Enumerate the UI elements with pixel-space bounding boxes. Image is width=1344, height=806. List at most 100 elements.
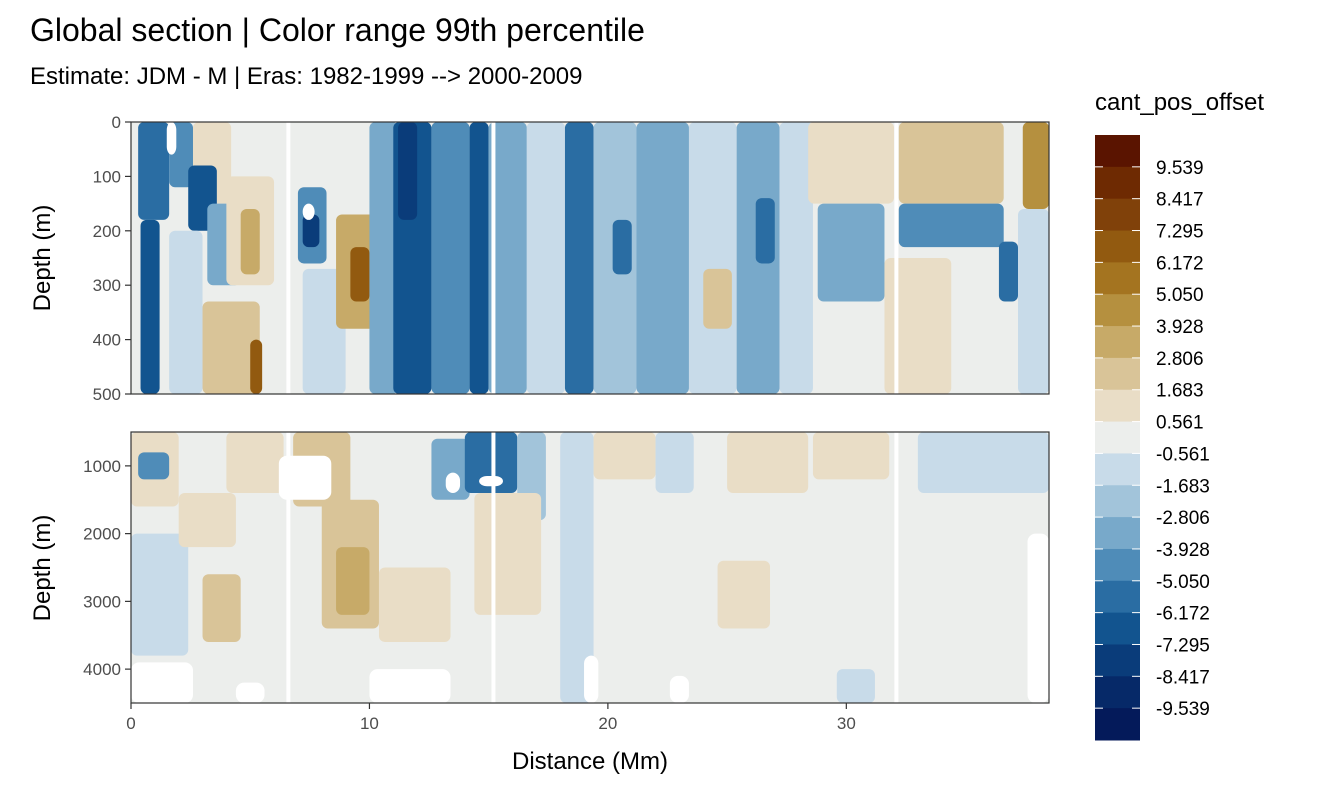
missing-data-area <box>669 675 689 703</box>
heatmap-cell <box>526 122 565 394</box>
y-tick-label: 3000 <box>83 592 121 611</box>
heatmap-cell <box>808 122 895 204</box>
missing-data-area <box>479 476 503 487</box>
legend-swatch <box>1095 453 1140 486</box>
heatmap-cell <box>131 533 189 656</box>
heatmap-cell <box>398 122 418 220</box>
legend-swatch <box>1095 612 1140 645</box>
missing-data-column <box>491 122 496 394</box>
legend-swatch <box>1095 198 1140 232</box>
heatmap-cell <box>884 258 952 394</box>
legend-swatch <box>1095 644 1140 677</box>
heatmap-cell <box>369 122 399 394</box>
legend-swatch <box>1095 294 1140 327</box>
heatmap-cell <box>293 122 337 188</box>
heatmap-cell <box>812 432 890 480</box>
heatmap-cell <box>836 669 875 703</box>
heatmap-cell <box>431 438 470 500</box>
legend-swatch <box>1095 230 1140 263</box>
legend-label: -6.172 <box>1156 604 1210 625</box>
legend-swatch <box>1095 548 1140 582</box>
heatmap-cell <box>1018 209 1049 394</box>
x-axis: 0 10 20 30 <box>126 703 856 733</box>
heatmap-cell <box>464 432 518 493</box>
heatmap-cell <box>655 432 694 493</box>
y-tick-label: 2000 <box>83 525 121 544</box>
legend-label: 9.539 <box>1156 158 1204 179</box>
x-axis-title: Distance (Mm) <box>512 748 668 775</box>
heatmap-cell <box>727 432 809 493</box>
missing-data-area <box>369 669 451 703</box>
y-tick-label: 300 <box>93 276 121 295</box>
x-tick-label: 0 <box>126 714 135 733</box>
missing-data-column <box>286 122 291 394</box>
missing-data-area <box>278 455 332 500</box>
legend-swatch <box>1095 357 1140 391</box>
heatmap-cell <box>250 339 263 394</box>
heatmap-cell <box>998 241 1019 302</box>
x-tick-label: 30 <box>837 714 856 733</box>
legend-swatch <box>1095 580 1140 614</box>
missing-data-area <box>166 122 177 155</box>
heatmap-cell <box>474 492 542 615</box>
chart-title: Global section | Color range 99th percen… <box>30 12 645 48</box>
heatmap-cell <box>898 203 1004 248</box>
missing-data-area <box>131 662 193 703</box>
legend-title: cant_pos_offset <box>1095 89 1264 116</box>
chart-subtitle: Estimate: JDM - M | Eras: 1982-1999 --> … <box>30 63 582 90</box>
legend-label: -9.539 <box>1156 699 1210 720</box>
heatmap-cell <box>226 432 284 493</box>
y-tick-label: 500 <box>93 385 121 404</box>
legend-label: -5.050 <box>1156 572 1210 593</box>
missing-data-column <box>491 432 496 703</box>
heatmap-cell <box>593 432 656 480</box>
heatmap-cell <box>703 268 732 329</box>
heatmap-cell <box>1022 122 1049 210</box>
heatmap-cell <box>755 198 775 264</box>
legend-label: -7.295 <box>1156 635 1210 656</box>
heatmap-cell <box>469 122 489 394</box>
panel-border <box>130 121 1050 395</box>
legend-swatch <box>1095 676 1140 709</box>
heatmap-cell <box>178 492 236 548</box>
panel-border <box>130 431 1050 704</box>
legend-swatch <box>1095 262 1140 295</box>
legend-swatch <box>1095 326 1140 359</box>
panel-upper: 0 100 200 300 400 500 <box>93 113 1050 404</box>
heatmap-cell <box>138 122 170 220</box>
heatmap-cell <box>488 122 527 394</box>
legend: cant_pos_offset 9.539 8.417 7.295 6.172 5.05… <box>1095 89 1264 741</box>
heatmap-cell <box>202 301 260 394</box>
heatmap-cell <box>898 122 1004 204</box>
panel-lower: 1000 2000 3000 4000 <box>83 431 1050 704</box>
legend-swatch <box>1095 421 1140 454</box>
heatmap-cell <box>336 547 370 615</box>
missing-data-area <box>235 682 265 703</box>
y-tick-label: 0 <box>112 113 121 132</box>
heatmap-cell <box>779 122 813 394</box>
legend-label: 3.928 <box>1156 317 1204 338</box>
x-tick-label: 10 <box>360 714 379 733</box>
x-tick-label: 20 <box>598 714 617 733</box>
heatmap-cell <box>302 268 346 394</box>
legend-label: -3.928 <box>1156 540 1210 561</box>
y-tick-label: 200 <box>93 222 121 241</box>
y-tick-label: 4000 <box>83 660 121 679</box>
legend-label: 5.050 <box>1156 285 1204 306</box>
legend-label: -2.806 <box>1156 508 1210 529</box>
heatmap-cell <box>717 560 771 629</box>
legend-label: 0.561 <box>1156 413 1204 434</box>
legend-swatch <box>1095 389 1140 423</box>
missing-data-area <box>445 472 461 493</box>
legend-label: 6.172 <box>1156 253 1204 274</box>
heatmap-cell <box>302 214 320 248</box>
heatmap-field-lower <box>131 432 1049 703</box>
heatmap-cell <box>138 452 170 480</box>
legend-label: 8.417 <box>1156 190 1204 211</box>
legend-label: 7.295 <box>1156 222 1204 243</box>
heatmap-cell <box>917 432 1049 493</box>
heatmap-cell <box>202 574 241 643</box>
heatmap-cell <box>169 230 203 394</box>
legend-label: 1.683 <box>1156 381 1204 402</box>
